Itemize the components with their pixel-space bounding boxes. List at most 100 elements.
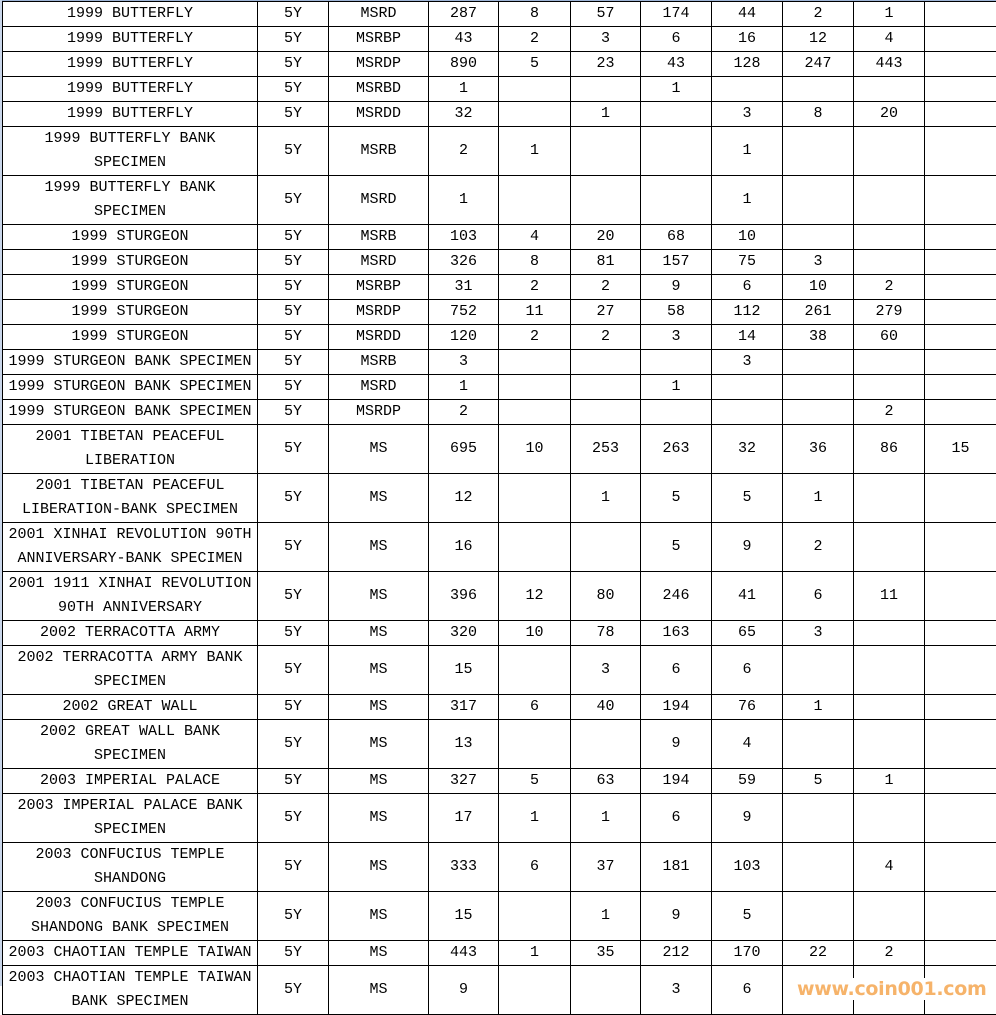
cell-denomination[interactable]: 5Y — [258, 621, 329, 646]
cell-grade-4[interactable]: 16 — [712, 27, 783, 52]
cell-grade-3[interactable]: 174 — [641, 2, 712, 27]
cell-denomination[interactable]: 5Y — [258, 27, 329, 52]
cell-total[interactable]: 120 — [429, 325, 499, 350]
cell-grade-1[interactable]: 5 — [499, 52, 571, 77]
cell-grade-4[interactable]: 59 — [712, 769, 783, 794]
cell-total[interactable]: 752 — [429, 300, 499, 325]
cell-grade-2[interactable] — [571, 350, 641, 375]
cell-grade-7[interactable] — [925, 77, 996, 102]
cell-grade-1[interactable] — [499, 350, 571, 375]
cell-total[interactable]: 333 — [429, 843, 499, 892]
cell-grade-4[interactable]: 5 — [712, 474, 783, 523]
cell-grade-4[interactable]: 3 — [712, 102, 783, 127]
cell-grade-2[interactable]: 20 — [571, 225, 641, 250]
cell-grade-6[interactable]: 2 — [854, 941, 925, 966]
cell-total[interactable]: 43 — [429, 27, 499, 52]
cell-grade-7[interactable] — [925, 225, 996, 250]
cell-grade-1[interactable]: 2 — [499, 27, 571, 52]
cell-grade-6[interactable] — [854, 695, 925, 720]
cell-grade-1[interactable]: 1 — [499, 941, 571, 966]
cell-grade-3[interactable]: 163 — [641, 621, 712, 646]
cell-grade-1[interactable] — [499, 523, 571, 572]
cell-denomination[interactable]: 5Y — [258, 646, 329, 695]
cell-coin-name[interactable]: 2001 1911 XINHAI REVOLUTION 90TH ANNIVER… — [3, 572, 258, 621]
cell-grade-7[interactable] — [925, 769, 996, 794]
cell-grade-type[interactable]: MS — [329, 966, 429, 1015]
cell-grade-6[interactable] — [854, 720, 925, 769]
cell-denomination[interactable]: 5Y — [258, 275, 329, 300]
cell-grade-5[interactable]: 10 — [783, 275, 854, 300]
cell-grade-type[interactable]: MS — [329, 843, 429, 892]
cell-grade-5[interactable] — [783, 127, 854, 176]
cell-denomination[interactable]: 5Y — [258, 2, 329, 27]
cell-grade-7[interactable] — [925, 250, 996, 275]
cell-grade-4[interactable]: 6 — [712, 966, 783, 1015]
cell-total[interactable]: 326 — [429, 250, 499, 275]
cell-coin-name[interactable]: 2002 TERRACOTTA ARMY — [3, 621, 258, 646]
cell-grade-4[interactable]: 6 — [712, 646, 783, 695]
cell-total[interactable]: 13 — [429, 720, 499, 769]
cell-denomination[interactable]: 5Y — [258, 474, 329, 523]
cell-grade-5[interactable]: 36 — [783, 425, 854, 474]
cell-grade-7[interactable] — [925, 52, 996, 77]
cell-grade-2[interactable]: 3 — [571, 646, 641, 695]
cell-grade-3[interactable]: 1 — [641, 375, 712, 400]
cell-denomination[interactable]: 5Y — [258, 52, 329, 77]
cell-grade-type[interactable]: MSRDP — [329, 400, 429, 425]
cell-grade-type[interactable]: MS — [329, 474, 429, 523]
cell-grade-3[interactable]: 246 — [641, 572, 712, 621]
cell-grade-3[interactable]: 3 — [641, 325, 712, 350]
cell-grade-2[interactable]: 1 — [571, 892, 641, 941]
cell-total[interactable]: 15 — [429, 892, 499, 941]
cell-grade-3[interactable]: 181 — [641, 843, 712, 892]
cell-grade-2[interactable] — [571, 523, 641, 572]
cell-coin-name[interactable]: 1999 STURGEON — [3, 325, 258, 350]
cell-coin-name[interactable]: 2003 CONFUCIUS TEMPLE SHANDONG — [3, 843, 258, 892]
cell-grade-type[interactable]: MS — [329, 769, 429, 794]
cell-grade-6[interactable] — [854, 892, 925, 941]
cell-grade-type[interactable]: MS — [329, 572, 429, 621]
cell-grade-5[interactable]: 3 — [783, 250, 854, 275]
cell-grade-6[interactable]: 11 — [854, 572, 925, 621]
cell-grade-2[interactable] — [571, 720, 641, 769]
cell-denomination[interactable]: 5Y — [258, 350, 329, 375]
cell-coin-name[interactable]: 1999 STURGEON BANK SPECIMEN — [3, 375, 258, 400]
cell-denomination[interactable]: 5Y — [258, 572, 329, 621]
cell-grade-7[interactable] — [925, 275, 996, 300]
cell-grade-6[interactable]: 279 — [854, 300, 925, 325]
cell-grade-6[interactable] — [854, 127, 925, 176]
cell-grade-2[interactable]: 40 — [571, 695, 641, 720]
cell-grade-4[interactable]: 4 — [712, 720, 783, 769]
cell-grade-2[interactable]: 1 — [571, 102, 641, 127]
cell-grade-1[interactable] — [499, 892, 571, 941]
cell-grade-7[interactable] — [925, 794, 996, 843]
cell-grade-6[interactable] — [854, 250, 925, 275]
cell-grade-5[interactable]: 5 — [783, 769, 854, 794]
cell-grade-4[interactable]: 5 — [712, 892, 783, 941]
cell-grade-1[interactable] — [499, 176, 571, 225]
cell-grade-6[interactable]: 443 — [854, 52, 925, 77]
cell-grade-type[interactable]: MS — [329, 523, 429, 572]
cell-grade-3[interactable]: 5 — [641, 523, 712, 572]
cell-grade-type[interactable]: MS — [329, 646, 429, 695]
cell-grade-5[interactable] — [783, 892, 854, 941]
cell-grade-1[interactable]: 6 — [499, 843, 571, 892]
cell-grade-6[interactable] — [854, 621, 925, 646]
cell-grade-6[interactable]: 1 — [854, 2, 925, 27]
cell-grade-6[interactable] — [854, 375, 925, 400]
cell-grade-3[interactable]: 157 — [641, 250, 712, 275]
cell-grade-1[interactable] — [499, 646, 571, 695]
cell-coin-name[interactable]: 2003 CHAOTIAN TEMPLE TAIWAN — [3, 941, 258, 966]
cell-grade-type[interactable]: MSRB — [329, 127, 429, 176]
cell-grade-5[interactable] — [783, 720, 854, 769]
cell-total[interactable]: 890 — [429, 52, 499, 77]
cell-grade-7[interactable] — [925, 695, 996, 720]
cell-denomination[interactable]: 5Y — [258, 523, 329, 572]
cell-grade-1[interactable]: 4 — [499, 225, 571, 250]
cell-denomination[interactable]: 5Y — [258, 425, 329, 474]
cell-total[interactable]: 31 — [429, 275, 499, 300]
cell-denomination[interactable]: 5Y — [258, 325, 329, 350]
cell-grade-6[interactable]: 2 — [854, 400, 925, 425]
cell-grade-7[interactable] — [925, 102, 996, 127]
cell-denomination[interactable]: 5Y — [258, 250, 329, 275]
